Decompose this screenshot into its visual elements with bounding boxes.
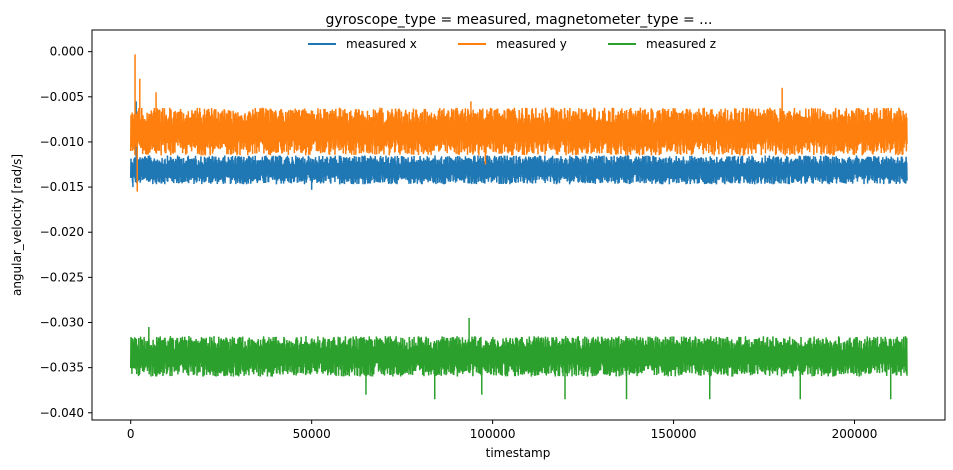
- plot-frame: [91, 29, 946, 421]
- y-tick-label: −0.030: [40, 316, 84, 330]
- y-tick-label: −0.005: [40, 90, 84, 104]
- x-tick-label: 150000: [651, 427, 697, 441]
- series-line-measured-x: [129, 155, 908, 185]
- y-tick-label: −0.025: [40, 270, 84, 284]
- legend: measured x measured y measured z: [308, 37, 716, 51]
- plot-area: [129, 54, 908, 400]
- y-tick-label: 0.000: [50, 45, 84, 59]
- legend-label: measured y: [496, 37, 567, 51]
- legend-label: measured x: [346, 37, 417, 51]
- y-axis: 0.000 −0.005 −0.010 −0.015 −0.020 −0.025 −0.03…: [40, 45, 92, 420]
- x-tick-label: 0: [127, 427, 135, 441]
- y-tick-label: −0.035: [40, 361, 84, 375]
- x-tick-label: 50000: [293, 427, 331, 441]
- legend-label: measured z: [646, 37, 716, 51]
- x-axis: 0 50000 100000 150000 200000: [127, 420, 878, 441]
- x-tick-label: 100000: [470, 427, 516, 441]
- chart-title: gyroscope_type = measured, magnetometer_…: [325, 12, 712, 28]
- x-tick-label: 200000: [832, 427, 878, 441]
- series-line-measured-z: [129, 336, 908, 377]
- x-axis-label: timestamp: [486, 446, 551, 460]
- y-tick-label: −0.040: [40, 406, 84, 420]
- series-line-measured-y: [129, 107, 908, 156]
- y-tick-label: −0.015: [40, 180, 84, 194]
- y-tick-label: −0.020: [40, 225, 84, 239]
- y-axis-label: angular_velocity [rad/s]: [10, 154, 24, 296]
- y-tick-label: −0.010: [40, 135, 84, 149]
